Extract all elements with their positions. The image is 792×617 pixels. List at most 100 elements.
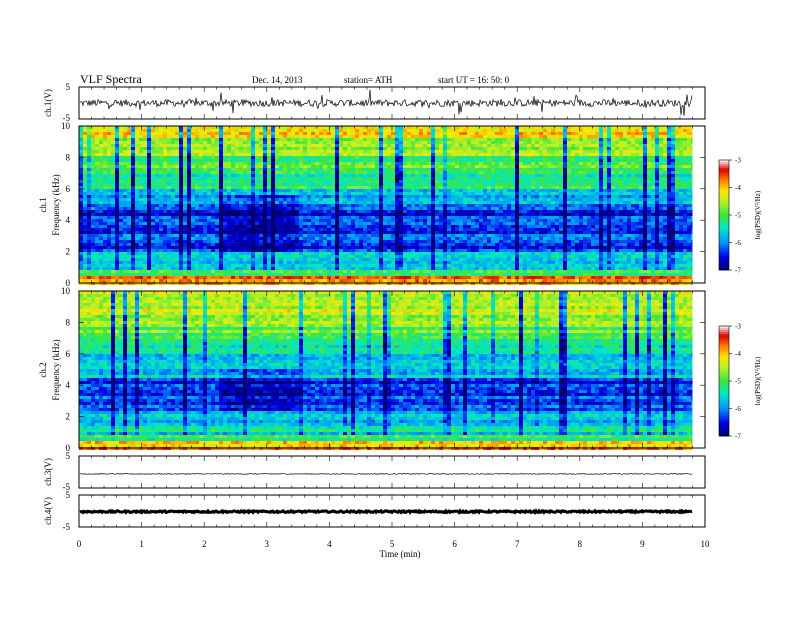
spectrogram-cell <box>547 165 551 168</box>
spectrogram-cell <box>655 189 659 192</box>
spectrogram-cell <box>199 216 203 219</box>
spectrogram-cell <box>131 219 135 222</box>
spectrogram-cell <box>575 186 579 189</box>
spectrogram-cell <box>151 141 155 144</box>
spectrogram-cell <box>663 159 667 162</box>
spectrogram-cell <box>387 177 391 180</box>
spectrogram-cell <box>383 144 387 147</box>
spectrogram-cell <box>447 135 451 138</box>
spectrogram-cell <box>155 219 159 222</box>
spectrogram-cell <box>295 210 299 213</box>
spectrogram-cell <box>435 153 439 156</box>
spectrogram-cell <box>651 156 655 159</box>
spectrogram-cell <box>571 135 575 138</box>
spectrogram-cell <box>167 186 171 189</box>
spectrogram-cell <box>463 213 467 216</box>
spectrogram-cell <box>647 168 651 171</box>
spectrogram-cell <box>83 189 87 192</box>
spectrogram-cell <box>119 204 123 207</box>
spectrogram-cell <box>111 129 115 132</box>
spectrogram-cell <box>583 138 587 141</box>
spectrogram-cell <box>563 210 567 213</box>
spectrogram-cell <box>87 195 91 198</box>
spectrogram-cell <box>219 141 223 144</box>
spectrogram-cell <box>287 132 291 135</box>
spectrogram-cell <box>491 162 495 165</box>
spectrogram-cell <box>451 198 455 201</box>
spectrogram-cell <box>259 138 263 141</box>
spectrogram-cell <box>467 207 471 210</box>
spectrogram-cell <box>571 201 575 204</box>
spectrogram-cell <box>527 186 531 189</box>
spectrogram-cell <box>239 168 243 171</box>
spectrogram-cell <box>411 162 415 165</box>
spectrogram-cell <box>399 186 403 189</box>
spectrogram-cell <box>363 201 367 204</box>
spectrogram-cell <box>643 132 647 135</box>
spectrogram-cell <box>587 132 591 135</box>
spectrogram-cell <box>131 147 135 150</box>
spectrogram-cell <box>163 180 167 183</box>
spectrogram-cell <box>251 165 255 168</box>
spectrogram-cell <box>227 141 231 144</box>
spectrogram-cell <box>367 195 371 198</box>
spectrogram-cell <box>539 162 543 165</box>
spectrogram-cell <box>323 162 327 165</box>
spectrogram-cell <box>647 192 651 195</box>
spectrogram-cell <box>539 168 543 171</box>
spectrogram-cell <box>659 198 663 201</box>
spectrogram-cell <box>615 186 619 189</box>
spectrogram-cell <box>631 195 635 198</box>
spectrogram-cell <box>491 141 495 144</box>
spectrogram-cell <box>103 138 107 141</box>
spectrogram-cell <box>567 135 571 138</box>
spectrogram-cell <box>283 132 287 135</box>
spectrogram-cell <box>191 129 195 132</box>
spectrogram-cell <box>683 138 687 141</box>
spectrogram-cell <box>555 165 559 168</box>
spectrogram-cell <box>127 165 131 168</box>
spectrogram-cell <box>287 162 291 165</box>
spectrogram-cell <box>195 192 199 195</box>
spectrogram-cell <box>263 183 267 186</box>
spectrogram-cell <box>243 165 247 168</box>
spectrogram-cell <box>331 132 335 135</box>
spectrogram-cell <box>283 213 287 216</box>
spectrogram-cell <box>119 186 123 189</box>
spectrogram-cell <box>499 165 503 168</box>
spectrogram-cell <box>603 207 607 210</box>
spectrogram-cell <box>403 147 407 150</box>
spectrogram-cell <box>87 186 91 189</box>
spectrogram-cell <box>503 153 507 156</box>
spectrogram-cell <box>631 159 635 162</box>
spectrogram-cell <box>659 171 663 174</box>
spectrogram-cell <box>111 192 115 195</box>
spectrogram-cell <box>399 135 403 138</box>
spectrogram-cell <box>399 129 403 132</box>
spectrogram-cell <box>647 135 651 138</box>
spectrogram-cell <box>683 198 687 201</box>
spectrogram-cell <box>643 129 647 132</box>
spectrogram-cell <box>635 150 639 153</box>
spectrogram-cell <box>223 213 227 216</box>
spectrogram-cell <box>275 177 279 180</box>
spectrogram-cell <box>299 192 303 195</box>
spectrogram-cell <box>671 162 675 165</box>
spectrogram-cell <box>163 144 167 147</box>
spectrogram-cell <box>615 213 619 216</box>
spectrogram-cell <box>267 132 271 135</box>
spectrogram-cell <box>127 153 131 156</box>
spectrogram-cell <box>511 129 515 132</box>
spectrogram-cell <box>307 204 311 207</box>
spectrogram-cell <box>95 165 99 168</box>
spectrogram-cell <box>323 168 327 171</box>
spectrogram-cell <box>631 201 635 204</box>
spectrogram-cell <box>343 162 347 165</box>
spectrogram-cell <box>291 216 295 219</box>
spectrogram-cell <box>487 192 491 195</box>
spectrogram-cell <box>659 204 663 207</box>
spectrogram-cell <box>207 144 211 147</box>
spectrogram-cell <box>647 171 651 174</box>
spectrogram-cell <box>383 195 387 198</box>
